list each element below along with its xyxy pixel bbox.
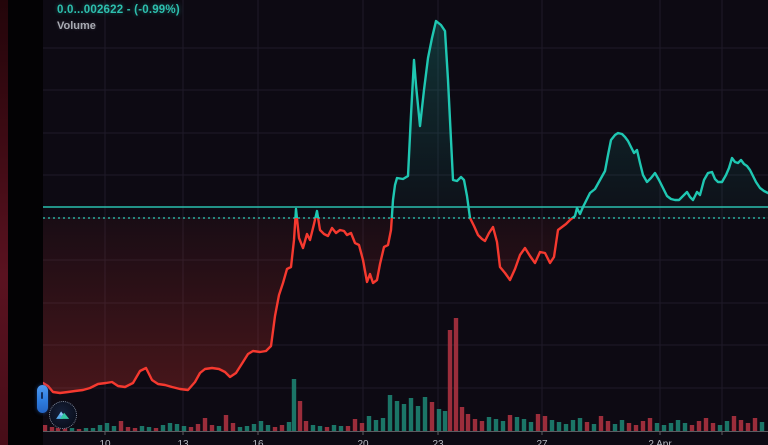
volume-bars	[42, 318, 765, 431]
x-axis-label: 20	[357, 439, 369, 445]
legend-price-and-change: 0.0...002622 - (-0.99%)	[57, 4, 180, 16]
chart-legend: 0.0...002622 - (-0.99%) Volume	[57, 3, 180, 34]
x-axis-label: 2 Apr	[648, 439, 672, 445]
series-below-baseline	[43, 218, 768, 395]
blue-scroll-pill-button[interactable]	[37, 385, 48, 413]
mountain-logo-icon	[56, 411, 70, 419]
x-axis-label: 16	[252, 439, 264, 445]
series-above-baseline	[43, 19, 768, 218]
x-axis-label: 23	[432, 439, 444, 445]
price-line-up	[294, 19, 768, 218]
token-watermark-logo	[49, 401, 77, 429]
x-axis-label: 27	[536, 439, 548, 445]
pill-notch	[41, 392, 43, 399]
left-red-bezel-strip	[0, 0, 8, 445]
price-line-down	[43, 218, 575, 395]
x-axis-label: 13	[177, 439, 189, 445]
left-black-strip	[8, 0, 43, 445]
legend-volume-label: Volume	[57, 20, 96, 33]
x-axis-label: 10	[99, 439, 111, 445]
time-axis[interactable]: 10 13 16 20 23 27 2 Apr	[43, 431, 768, 445]
